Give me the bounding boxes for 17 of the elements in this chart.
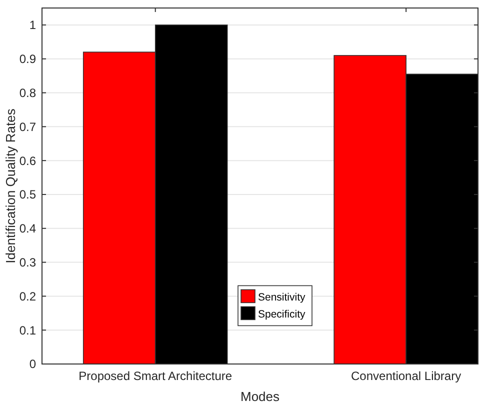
y-tick-label: 0.3	[19, 255, 36, 270]
x-tick-label: Conventional Library	[351, 369, 462, 383]
y-tick-label: 0.8	[19, 86, 36, 100]
y-tick-label: 0.1	[19, 323, 36, 338]
x-tick-label: Proposed Smart Architecture	[78, 369, 232, 383]
legend-label: Sensitivity	[258, 291, 306, 304]
y-tick-label: 0.7	[19, 120, 36, 134]
y-tick-label: 0.5	[19, 188, 36, 202]
y-axis-title: Identification Quality Rates	[3, 108, 18, 264]
y-tick-label: 0	[29, 357, 36, 372]
y-tick-label: 1	[29, 18, 36, 32]
legend-label: Specificity	[258, 308, 306, 320]
y-tick-label: 0.4	[19, 222, 36, 236]
y-tick-label: 0.6	[19, 154, 36, 168]
y-tick-label: 0.2	[19, 289, 36, 304]
x-axis-title: Modes	[240, 389, 280, 404]
y-tick-label: 0.9	[19, 52, 36, 66]
